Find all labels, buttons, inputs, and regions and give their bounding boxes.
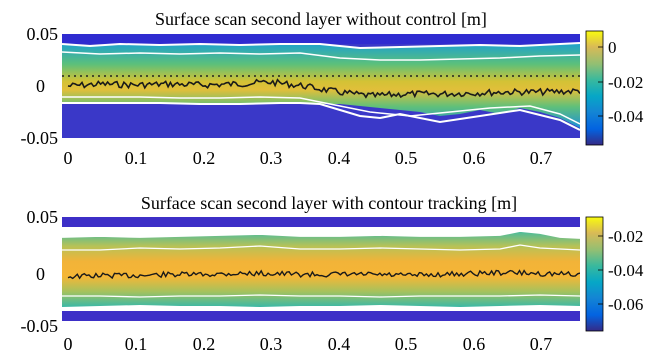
panel-2-colorbar-tick: -0.02 <box>608 227 643 246</box>
panel-1-lower-contour <box>62 96 580 125</box>
panel-1-xtick: 0.5 <box>395 148 418 168</box>
panel-2-ytick: -0.05 <box>21 316 59 336</box>
panel-1-colorbar-scale <box>585 30 604 146</box>
panel-2-heatmap <box>62 217 580 321</box>
panel-1-xtick: 0.3 <box>260 148 283 168</box>
panel-2-colorbar-scale <box>585 216 604 332</box>
panel-1-colorbar: 0 -0.02 -0.04 <box>585 30 644 146</box>
panel-1-x-axis: 0 0.1 0.2 0.3 0.4 0.5 0.6 0.7 <box>64 148 553 168</box>
panel-2-top-edge <box>62 217 580 227</box>
panel-1-title: Surface scan second layer without contro… <box>155 9 487 29</box>
panel-2-colorbar: -0.02 -0.04 -0.06 <box>585 216 644 332</box>
panel-1-y-axis: 0.05 0 -0.05 <box>21 24 59 148</box>
panel-2-xtick: 0 <box>64 334 73 354</box>
panel-2-xtick: 0.7 <box>530 334 553 354</box>
panel-2-upper-edge <box>62 230 580 239</box>
panel-2-colorbar-tick: -0.06 <box>608 295 643 314</box>
panel-2-ytick: 0 <box>36 264 45 284</box>
panel-1-xtick: 0.7 <box>530 148 553 168</box>
panel-1-colorbar-tick: -0.04 <box>608 107 644 126</box>
panel-1-top-edge <box>62 34 580 44</box>
panel-1-xtick: 0.4 <box>328 148 351 168</box>
panel-1-ytick: 0.05 <box>27 24 59 44</box>
panel-2-bottom-edge <box>62 311 580 321</box>
panel-1-upper-edge <box>62 42 580 50</box>
panel-2-x-axis: 0 0.1 0.2 0.3 0.4 0.5 0.6 0.7 <box>64 334 553 354</box>
panel-1-surface <box>62 43 580 128</box>
panel-1-profile-line <box>67 78 580 99</box>
panel-1-ytick: 0 <box>36 76 45 96</box>
panel-1-xtick: 0.6 <box>463 148 486 168</box>
panel-2-upper-contour <box>62 244 580 251</box>
panel-2: Surface scan second layer with contour t… <box>21 193 644 354</box>
panel-1-xtick: 0.2 <box>193 148 216 168</box>
panel-2-profile-line <box>67 269 580 280</box>
panel-2-title: Surface scan second layer with contour t… <box>141 193 517 213</box>
panel-2-lower-contour <box>62 294 580 298</box>
panel-1-lower-edge <box>62 102 580 131</box>
panel-2-xtick: 0.2 <box>193 334 216 354</box>
panel-1-colorbar-tick: -0.02 <box>608 73 643 92</box>
panel-1-xtick: 0 <box>64 148 73 168</box>
panel-1-colorbar-tick: 0 <box>608 38 617 57</box>
panel-2-y-axis: 0.05 0 -0.05 <box>21 207 59 336</box>
panel-2-colorbar-tick: -0.04 <box>608 261 644 280</box>
panel-1-ytick: -0.05 <box>21 128 59 148</box>
panel-2-ytick: 0.05 <box>27 207 59 227</box>
panel-1-xtick: 0.1 <box>125 148 148 168</box>
panel-2-xtick: 0.1 <box>125 334 148 354</box>
panel-2-xtick: 0.5 <box>395 334 418 354</box>
panel-2-xtick: 0.6 <box>463 334 486 354</box>
panel-2-xtick: 0.3 <box>260 334 283 354</box>
panel-1-upper-contour <box>62 51 580 61</box>
panel-1-heatmap <box>62 34 580 138</box>
panel-1: Surface scan second layer without contro… <box>21 9 644 168</box>
panel-2-xtick: 0.4 <box>328 334 351 354</box>
